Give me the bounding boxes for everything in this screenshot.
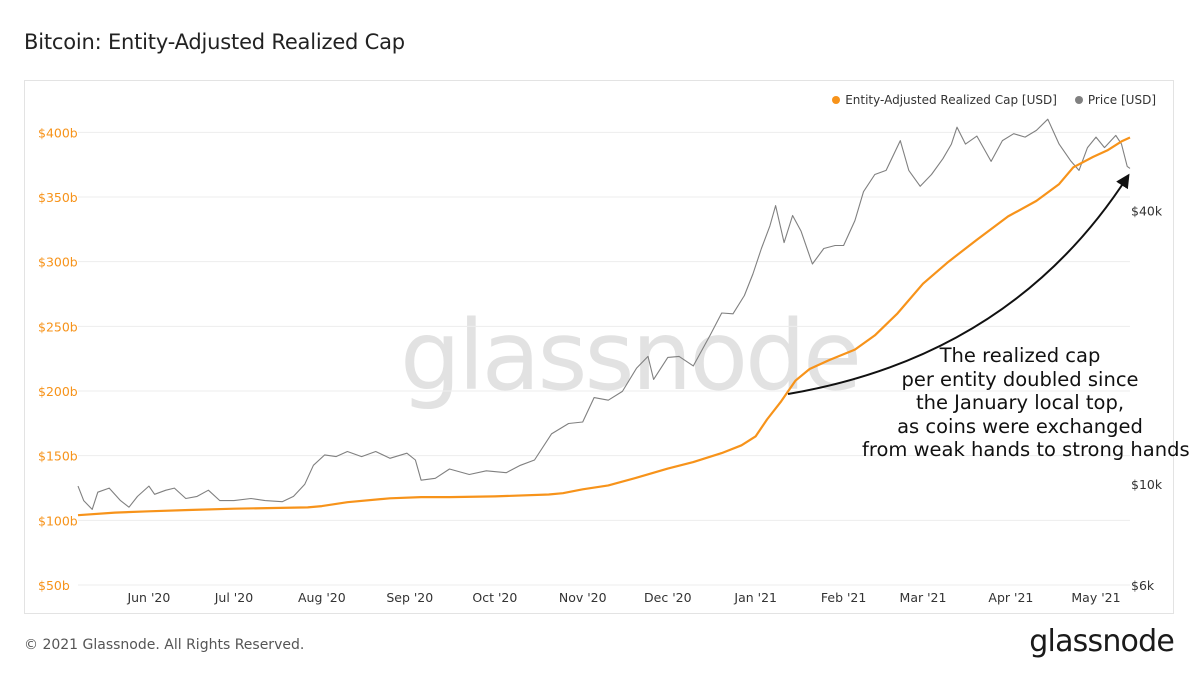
x-tick-label: Dec '20 [644,590,692,605]
annotation-line: The realized cap [939,344,1101,367]
x-tick-label: Aug '20 [298,590,346,605]
x-tick-label: Oct '20 [472,590,517,605]
y-left-tick-label: $50b [38,578,70,593]
y-right-tick-label: $10k [1131,477,1163,492]
chart-title: Bitcoin: Entity-Adjusted Realized Cap [24,30,405,54]
x-tick-label: Jul '20 [214,590,253,605]
x-tick-label: Apr '21 [988,590,1033,605]
x-tick-label: Jan '21 [733,590,777,605]
annotation-text: The realized cap per entity doubled sinc… [862,344,1190,462]
y-left-tick-label: $300b [38,255,78,270]
annotation-line: per entity doubled since [901,367,1139,391]
legend-label-price: Price [USD] [1087,93,1156,107]
copyright-footer: © 2021 Glassnode. All Rights Reserved. [24,637,305,653]
legend-item-realized-cap[interactable]: Entity-Adjusted Realized Cap [USD] [832,93,1057,107]
y-left-tick-label: $100b [38,513,78,528]
x-tick-label: Mar '21 [900,590,947,605]
y-left-tick-label: $150b [38,449,78,464]
y-left-tick-label: $350b [38,190,78,205]
legend-label-realized-cap: Entity-Adjusted Realized Cap [USD] [845,93,1057,107]
x-tick-label: Nov '20 [559,590,607,605]
y-right-tick-label: $40k [1131,203,1163,218]
annotation-line: the January local top, [915,391,1125,414]
x-tick-label: Feb '21 [821,590,866,605]
chart-frame [24,80,1174,614]
annotation-arrow [787,173,1130,395]
series-line-realized-cap [77,136,1131,517]
legend-item-price[interactable]: Price [USD] [1074,93,1156,107]
series-line-price [77,118,1131,510]
annotation-line: from weak hands to strong hands [862,438,1190,461]
legend-dot-realized-cap [832,96,841,104]
y-left-tick-label: $400b [38,125,78,140]
annotation-line: as coins were exchanged [897,414,1143,438]
chart-legend: Entity-Adjusted Realized Cap [USD] Price… [832,93,1156,107]
y-right-tick-label: $6k [1131,578,1155,593]
legend-dot-price [1074,96,1083,104]
x-tick-label: Jun '20 [126,590,170,605]
x-tick-label: Sep '20 [386,590,433,605]
y-left-tick-label: $250b [38,319,78,334]
glassnode-logo[interactable]: glassnode [1029,624,1175,659]
x-tick-label: May '21 [1071,590,1120,605]
y-left-tick-label: $200b [38,384,78,399]
